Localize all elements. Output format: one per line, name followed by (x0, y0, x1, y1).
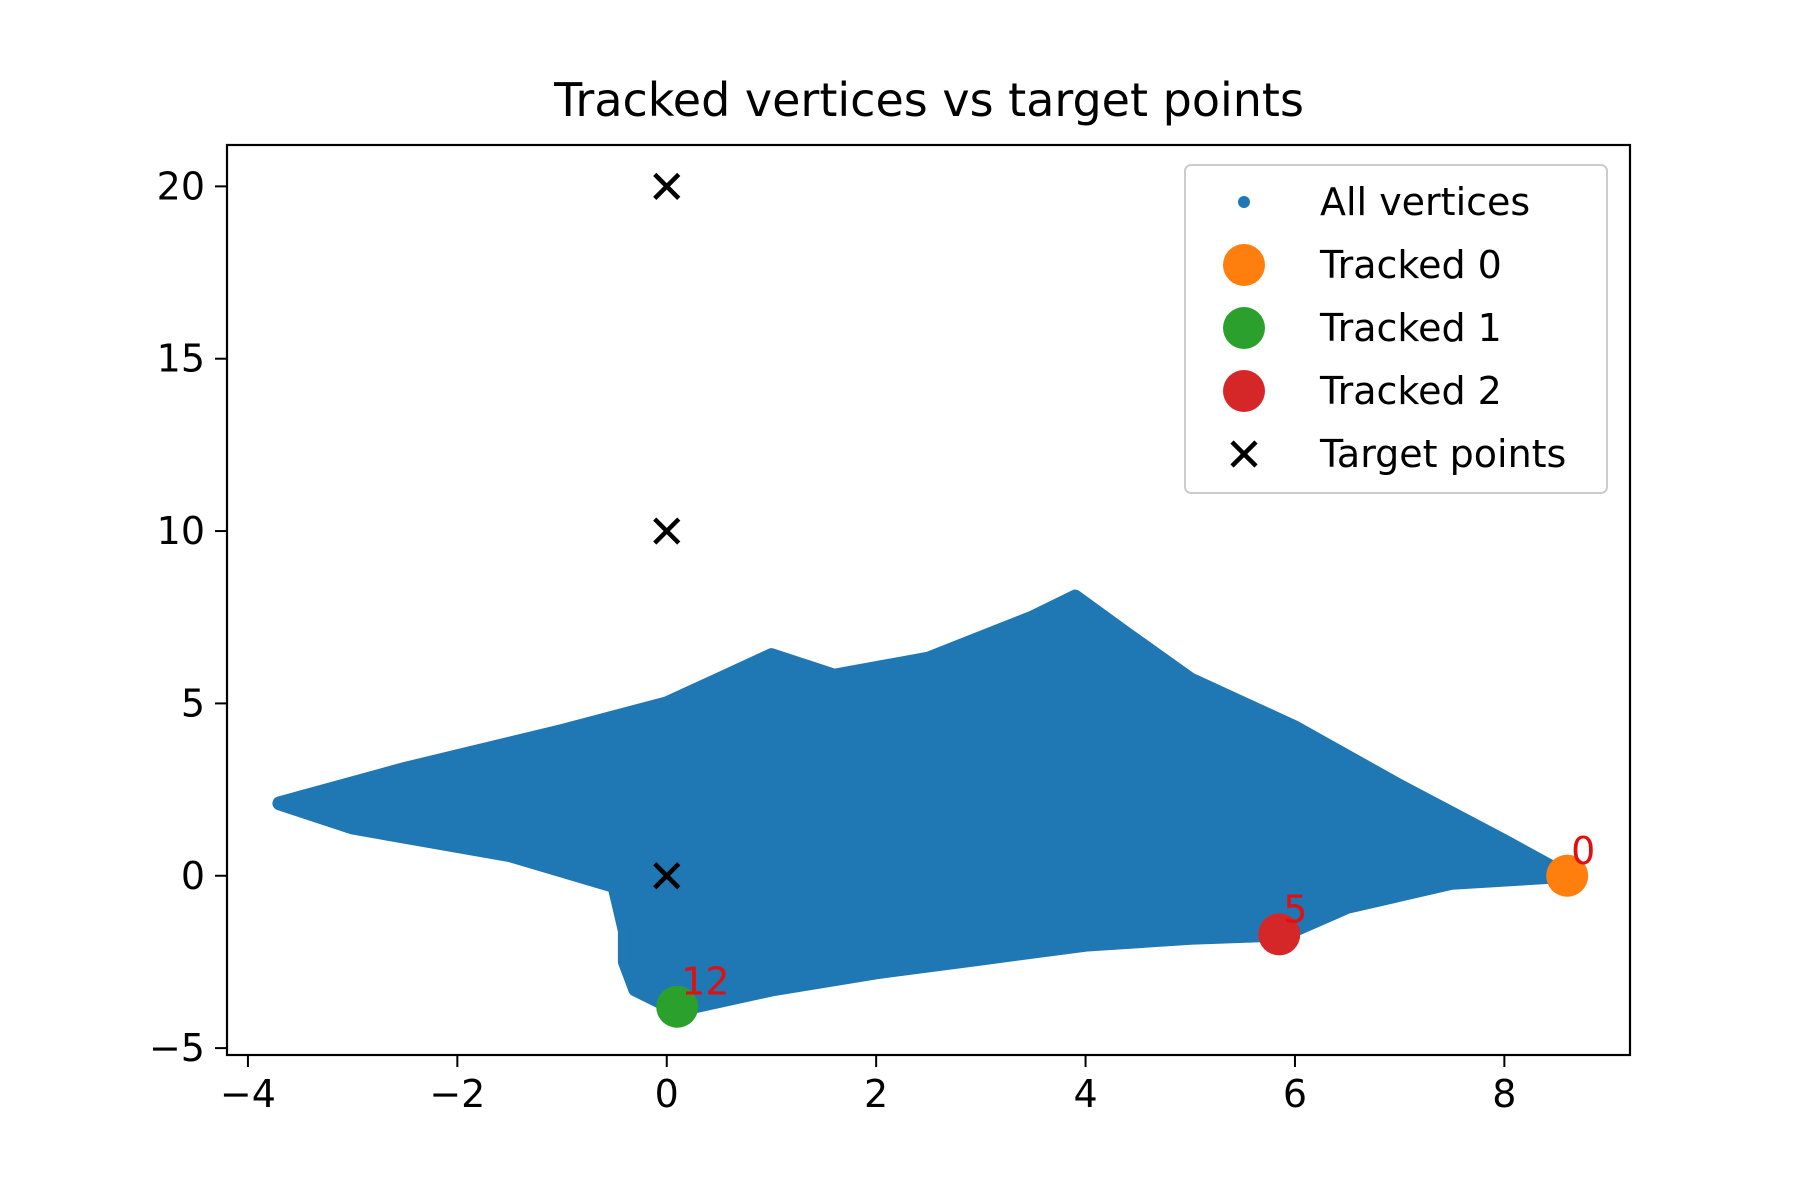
target-point-stroke (653, 517, 681, 545)
legend-label: Tracked 2 (1319, 369, 1502, 413)
legend-marker-all-vertices (1238, 196, 1250, 208)
x-tick-label: 8 (1492, 1072, 1516, 1116)
target-point-marker (653, 862, 681, 890)
legend-marker-tracked-1 (1223, 307, 1265, 349)
tracked-point-label: 0 (1571, 829, 1595, 873)
y-tick-label: −5 (149, 1026, 205, 1070)
legend-label: Tracked 1 (1319, 306, 1502, 350)
legend-marker-tracked-2 (1223, 370, 1265, 412)
tracked-point-0 (1546, 854, 1589, 897)
tracked-point-label: 5 (1283, 887, 1307, 931)
legend-frame (1184, 164, 1608, 494)
tracked-point-2 (1258, 913, 1301, 956)
x-tick-label: 0 (655, 1072, 679, 1116)
y-tick-label: 5 (181, 681, 205, 725)
plot-area: 0 12 5 (272, 172, 1595, 1028)
x-tick-label: 4 (1073, 1072, 1097, 1116)
tracked-point-label: 12 (681, 960, 729, 1004)
legend-label: All vertices (1320, 180, 1530, 224)
legend-label: Tracked 0 (1319, 243, 1502, 287)
tracked-point-1 (656, 985, 699, 1028)
target-point-stroke (653, 172, 681, 200)
y-tick-label: 15 (157, 337, 205, 381)
x-tick-label: −4 (220, 1072, 276, 1116)
target-point-marker (653, 517, 681, 545)
axes-frame (225, 143, 1632, 1057)
x-axis: −4 −2 0 2 4 6 8 (220, 1055, 1516, 1116)
legend-marker-target-points (1230, 440, 1258, 468)
chart-title: Tracked vertices vs target points (553, 73, 1304, 127)
legend-marker-stroke (1230, 440, 1258, 468)
y-tick-label: 0 (181, 854, 205, 898)
target-point-marker (653, 172, 681, 200)
vertex-cloud (272, 589, 1575, 1018)
x-tick-label: −2 (429, 1072, 485, 1116)
target-point-stroke (653, 862, 681, 890)
x-tick-label: 6 (1283, 1072, 1307, 1116)
y-tick-label: 10 (157, 509, 205, 553)
legend-marker-tracked-0 (1223, 244, 1265, 286)
legend-label: Target points (1319, 432, 1566, 476)
x-tick-label: 2 (864, 1072, 888, 1116)
y-tick-label: 20 (157, 164, 205, 208)
y-axis: −5 0 5 10 15 20 (149, 164, 227, 1070)
legend: All vertices Tracked 0 Tracked 1 Tracked 2 T… (1184, 164, 1608, 494)
